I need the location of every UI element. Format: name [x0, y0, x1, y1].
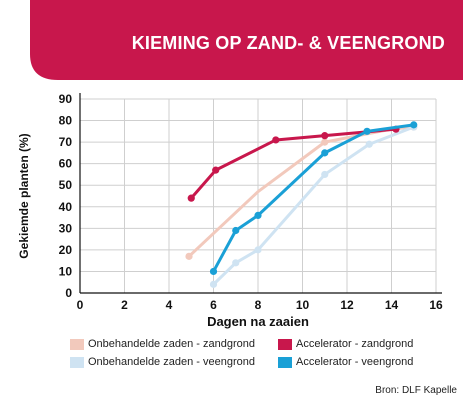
data-point — [212, 166, 220, 174]
legend-label: Onbehandelde zaden - veengrond — [88, 356, 255, 368]
x-tick-label: 4 — [166, 298, 173, 312]
data-point — [187, 194, 195, 202]
header-banner — [0, 0, 463, 80]
data-point — [410, 121, 418, 129]
series-onbehandelde-zaden-veengrond — [209, 123, 418, 288]
chart-title: KIEMING OP ZAND- & VEENGROND — [131, 33, 445, 53]
data-point — [321, 149, 329, 157]
data-point — [232, 259, 240, 267]
data-point — [209, 280, 218, 288]
y-tick-label: 90 — [59, 92, 73, 106]
legend-item: Accelerator - zandgrond — [278, 338, 413, 350]
x-tick-label: 8 — [255, 298, 262, 312]
data-point — [321, 132, 329, 140]
x-tick-label: 16 — [429, 298, 443, 312]
y-tick-label: 80 — [59, 114, 73, 128]
x-tick-label: 6 — [210, 298, 217, 312]
legend-item: Onbehandelde zaden - veengrond — [70, 356, 255, 368]
data-point — [363, 127, 371, 135]
data-point — [321, 170, 329, 179]
y-tick-label: 70 — [59, 135, 73, 149]
data-point — [365, 140, 373, 148]
y-tick-label: 50 — [59, 178, 73, 192]
legend-label: Accelerator - veengrond — [296, 356, 414, 368]
series-line — [187, 125, 416, 258]
legend-label: Accelerator - zandgrond — [296, 338, 414, 350]
x-tick-label: 0 — [77, 298, 84, 312]
data-point — [254, 246, 262, 254]
data-point — [209, 267, 218, 276]
y-tick-label: 0 — [65, 286, 72, 300]
legend-item: Onbehandelde zaden - zandgrond — [70, 338, 255, 350]
data-point — [185, 252, 193, 260]
legend-swatch — [278, 356, 292, 368]
series-accelerator-veengrond — [209, 121, 418, 276]
y-tick-label: 10 — [59, 264, 73, 278]
y-tick-label: 60 — [59, 157, 73, 171]
data-point — [272, 136, 280, 144]
x-tick-label: 2 — [121, 298, 128, 312]
series-line — [212, 125, 416, 286]
legend-swatch — [278, 338, 292, 350]
y-tick-label: 30 — [59, 221, 73, 235]
x-tick-label: 10 — [296, 298, 310, 312]
legend-label: Onbehandelde zaden - zandgrond — [88, 338, 255, 350]
x-tick-label: 12 — [340, 298, 354, 312]
series-line — [212, 123, 416, 273]
source-note: Bron: DLF Kapelle — [375, 385, 457, 396]
y-tick-label: 40 — [59, 200, 73, 214]
data-point — [321, 138, 329, 146]
y-tick-label: 20 — [59, 243, 73, 257]
data-point — [254, 211, 262, 219]
data-point — [232, 226, 240, 235]
legend-item: Accelerator - veengrond — [278, 356, 413, 368]
legend-swatch — [70, 338, 84, 350]
chart-legend: Onbehandelde zaden - zandgrond Accelerato… — [70, 338, 450, 374]
x-axis-label: Dagen na zaaien — [207, 314, 309, 329]
series-onbehandelde-zaden-zandgrond — [185, 123, 418, 260]
legend-swatch — [70, 356, 84, 368]
x-tick-label: 14 — [385, 298, 399, 312]
y-axis-label: Gekiemde planten (%) — [17, 133, 31, 258]
